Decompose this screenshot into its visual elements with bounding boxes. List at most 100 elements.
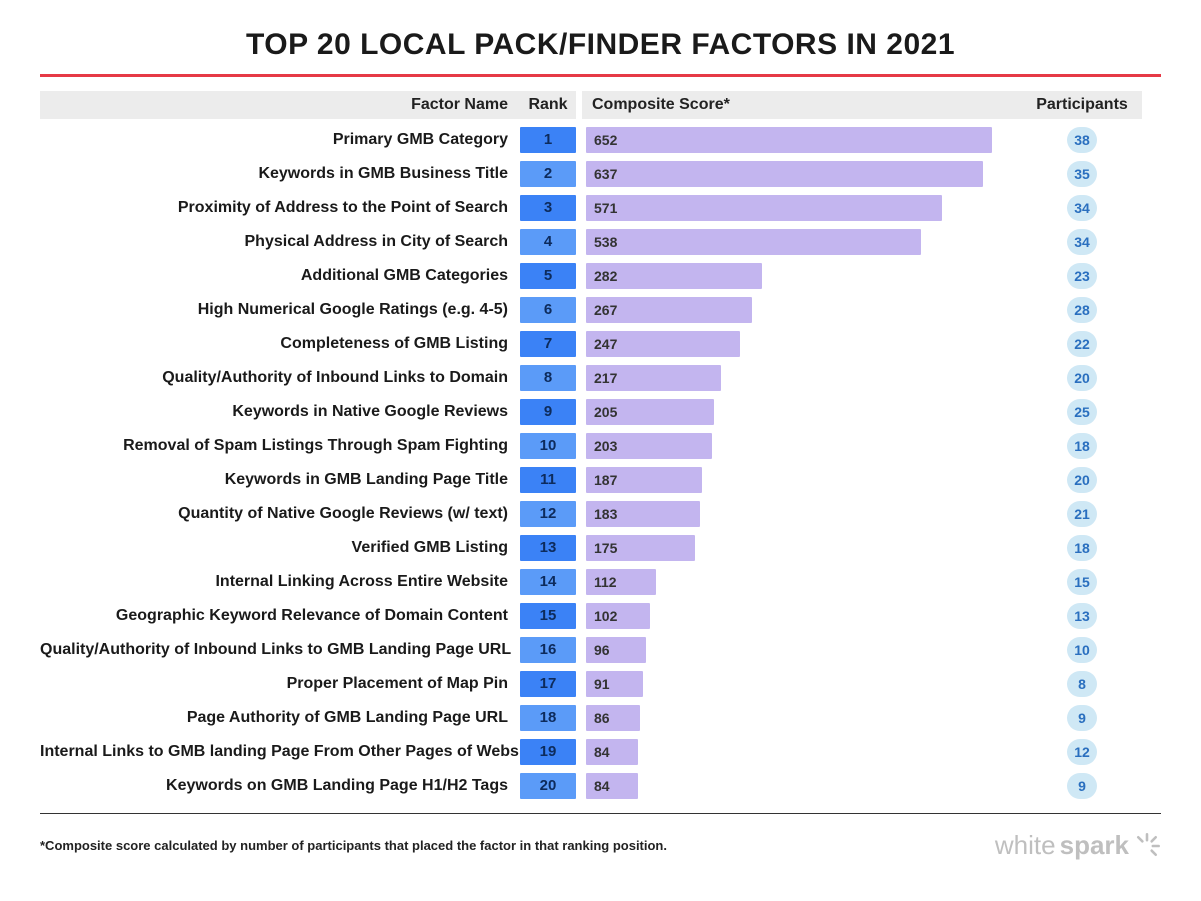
score-bar: 175 <box>586 535 1022 561</box>
score-bar: 538 <box>586 229 1022 255</box>
table-row: Keywords on GMB Landing Page H1/H2 Tags 2… <box>40 771 1161 801</box>
participants-pill: 9 <box>1067 773 1097 799</box>
score-bar: 205 <box>586 399 1022 425</box>
table-row: Verified GMB Listing1317518 <box>40 533 1161 563</box>
score-value: 282 <box>594 263 617 289</box>
score-bar: 637 <box>586 161 1022 187</box>
rank-badge: 8 <box>520 365 576 391</box>
score-value: 86 <box>594 705 610 731</box>
rank-badge: 2 <box>520 161 576 187</box>
score-bar-fill <box>586 127 992 153</box>
score-bar: 91 <box>586 671 1022 697</box>
bottom-rule <box>40 813 1161 814</box>
score-bar: 96 <box>586 637 1022 663</box>
logo-text-2: spark <box>1060 830 1129 861</box>
rank-badge: 9 <box>520 399 576 425</box>
factor-name: Proper Placement of Map Pin <box>287 675 508 692</box>
footer: *Composite score calculated by number of… <box>40 830 1161 861</box>
participants-pill: 12 <box>1067 739 1097 765</box>
score-bar: 112 <box>586 569 1022 595</box>
table-row: Additional GMB Categories528223 <box>40 261 1161 291</box>
table-row: Completeness of GMB Listing724722 <box>40 329 1161 359</box>
table-row: Internal Linking Across Entire Website 14… <box>40 567 1161 597</box>
score-value: 84 <box>594 773 610 799</box>
score-bar: 84 <box>586 739 1022 765</box>
whitespark-logo: whitespark <box>995 830 1161 861</box>
factor-name: Internal Links to GMB landing Page From … <box>40 743 538 760</box>
score-value: 205 <box>594 399 617 425</box>
accent-rule <box>40 74 1161 77</box>
factor-name: Removal of Spam Listings Through Spam Fi… <box>123 437 508 454</box>
factor-name: Internal Linking Across Entire Website <box>215 573 508 590</box>
factor-name: Verified GMB Listing <box>352 539 508 556</box>
participants-pill: 21 <box>1067 501 1097 527</box>
participants-pill: 9 <box>1067 705 1097 731</box>
header-rank: Rank <box>520 91 576 119</box>
table-row: Quality/Authority of Inbound Links to Do… <box>40 363 1161 393</box>
score-bar: 102 <box>586 603 1022 629</box>
participants-pill: 15 <box>1067 569 1097 595</box>
participants-pill: 8 <box>1067 671 1097 697</box>
factor-name: Keywords in GMB Business Title <box>258 165 508 182</box>
participants-pill: 18 <box>1067 535 1097 561</box>
participants-pill: 28 <box>1067 297 1097 323</box>
rank-badge: 5 <box>520 263 576 289</box>
score-bar: 571 <box>586 195 1022 221</box>
score-value: 637 <box>594 161 617 187</box>
rank-badge: 14 <box>520 569 576 595</box>
rank-badge: 16 <box>520 637 576 663</box>
rank-badge: 10 <box>520 433 576 459</box>
score-bar-fill <box>586 195 942 221</box>
factor-name: Keywords on GMB Landing Page H1/H2 Tags <box>166 777 508 794</box>
score-value: 538 <box>594 229 617 255</box>
score-bar: 203 <box>586 433 1022 459</box>
table-row: Proximity of Address to the Point of Sea… <box>40 193 1161 223</box>
score-value: 203 <box>594 433 617 459</box>
score-bar: 187 <box>586 467 1022 493</box>
header-factor-name: Factor Name <box>40 91 520 119</box>
table-row: Internal Links to GMB landing Page From … <box>40 737 1161 767</box>
score-value: 187 <box>594 467 617 493</box>
score-bar: 652 <box>586 127 1022 153</box>
score-bar-fill <box>586 229 921 255</box>
score-bar: 86 <box>586 705 1022 731</box>
participants-pill: 34 <box>1067 195 1097 221</box>
table-row: High Numerical Google Ratings (e.g. 4-5)… <box>40 295 1161 325</box>
score-bar: 267 <box>586 297 1022 323</box>
score-value: 247 <box>594 331 617 357</box>
factor-name: High Numerical Google Ratings (e.g. 4-5) <box>198 301 508 318</box>
score-bar: 247 <box>586 331 1022 357</box>
rank-badge: 3 <box>520 195 576 221</box>
table-row: Page Authority of GMB Landing Page URL 18… <box>40 703 1161 733</box>
participants-pill: 23 <box>1067 263 1097 289</box>
header-participants: Participants <box>1022 91 1142 119</box>
rank-badge: 20 <box>520 773 576 799</box>
participants-pill: 38 <box>1067 127 1097 153</box>
score-value: 571 <box>594 195 617 221</box>
rank-badge: 4 <box>520 229 576 255</box>
rank-badge: 11 <box>520 467 576 493</box>
score-value: 112 <box>594 569 617 595</box>
table-row: Physical Address in City of Search 4 538 34 <box>40 227 1161 257</box>
score-bar: 84 <box>586 773 1022 799</box>
rank-badge: 15 <box>520 603 576 629</box>
factor-name: Quantity of Native Google Reviews (w/ te… <box>178 505 508 522</box>
participants-pill: 35 <box>1067 161 1097 187</box>
table-row: Removal of Spam Listings Through Spam Fi… <box>40 431 1161 461</box>
score-value: 267 <box>594 297 617 323</box>
factor-name: Physical Address in City of Search <box>245 233 509 250</box>
factor-name: Primary GMB Category <box>333 131 508 148</box>
score-value: 217 <box>594 365 617 391</box>
chart: Factor Name Rank Composite Score* Partic… <box>40 91 1161 801</box>
participants-pill: 34 <box>1067 229 1097 255</box>
rank-badge: 18 <box>520 705 576 731</box>
rank-badge: 7 <box>520 331 576 357</box>
table-row: Proper Placement of Map Pin 17 91 8 <box>40 669 1161 699</box>
header-score: Composite Score* <box>582 91 1022 119</box>
factor-name: Page Authority of GMB Landing Page URL <box>187 709 508 726</box>
rank-badge: 17 <box>520 671 576 697</box>
chart-title: TOP 20 LOCAL PACK/FINDER FACTORS IN 2021 <box>40 28 1161 62</box>
logo-text-1: white <box>995 830 1056 861</box>
score-value: 183 <box>594 501 617 527</box>
score-value: 175 <box>594 535 617 561</box>
